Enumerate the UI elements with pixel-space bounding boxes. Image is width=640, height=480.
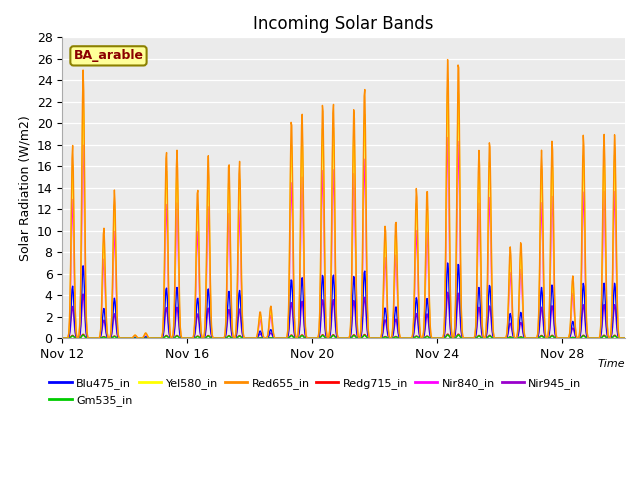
Blu475_in	[444, 260, 451, 266]
Nir945_in	[378, 335, 386, 340]
Red655_in	[79, 101, 86, 107]
Gm535_in	[264, 336, 271, 341]
Yel580_in	[294, 334, 301, 339]
Yel580_in	[58, 336, 66, 341]
Nir840_in	[264, 334, 271, 339]
Legend: Blu475_in, Gm535_in, Yel580_in, Red655_in, Redg715_in, Nir840_in, Nir945_in: Blu475_in, Gm535_in, Yel580_in, Red655_i…	[45, 374, 586, 410]
Redg715_in	[58, 336, 66, 341]
Nir840_in	[294, 334, 301, 340]
Line: Nir945_in: Nir945_in	[62, 292, 625, 338]
Blu475_in	[264, 335, 271, 340]
Redg715_in	[378, 335, 386, 341]
Line: Blu475_in: Blu475_in	[62, 263, 625, 338]
Nir945_in	[152, 336, 159, 341]
Red655_in	[264, 333, 271, 338]
Gm535_in	[444, 332, 451, 338]
Y-axis label: Solar Radiation (W/m2): Solar Radiation (W/m2)	[18, 115, 31, 261]
Redg715_in	[79, 332, 86, 337]
Gm535_in	[58, 336, 66, 341]
Line: Yel580_in: Yel580_in	[62, 87, 625, 338]
Gm535_in	[621, 336, 629, 341]
Gm535_in	[79, 333, 86, 338]
Nir945_in	[264, 335, 271, 341]
Blu475_in	[152, 336, 159, 341]
Title: Incoming Solar Bands: Incoming Solar Bands	[253, 15, 434, 33]
Blu475_in	[79, 272, 86, 278]
Yel580_in	[152, 336, 159, 341]
Red655_in	[152, 336, 159, 341]
Yel580_in	[378, 330, 386, 336]
Gm535_in	[378, 335, 386, 341]
Gm535_in	[294, 336, 301, 341]
Nir945_in	[294, 335, 301, 341]
Nir840_in	[58, 336, 66, 341]
Nir945_in	[191, 329, 199, 335]
Redg715_in	[514, 335, 522, 341]
Line: Nir840_in: Nir840_in	[62, 138, 625, 338]
Text: BA_arable: BA_arable	[74, 49, 143, 62]
Blu475_in	[58, 336, 66, 341]
Redg715_in	[264, 336, 271, 341]
Red655_in	[444, 57, 451, 62]
Nir840_in	[79, 167, 86, 172]
Blu475_in	[294, 335, 301, 341]
Yel580_in	[79, 124, 86, 130]
Redg715_in	[152, 336, 159, 341]
Gm535_in	[191, 335, 199, 341]
Blu475_in	[191, 325, 199, 331]
Nir945_in	[58, 336, 66, 341]
Line: Redg715_in: Redg715_in	[62, 334, 625, 338]
Red655_in	[58, 336, 66, 341]
Redg715_in	[294, 336, 301, 341]
Red655_in	[514, 323, 522, 328]
Yel580_in	[191, 301, 199, 307]
Line: Red655_in: Red655_in	[62, 60, 625, 338]
Gm535_in	[514, 335, 522, 341]
Blu475_in	[514, 332, 522, 337]
Nir840_in	[444, 135, 451, 141]
Nir840_in	[191, 309, 199, 314]
Redg715_in	[191, 335, 199, 340]
Nir945_in	[514, 333, 522, 339]
Nir840_in	[152, 336, 159, 341]
Nir945_in	[444, 289, 451, 295]
Red655_in	[294, 334, 301, 339]
Nir945_in	[79, 297, 86, 302]
Yel580_in	[264, 333, 271, 338]
Text: Time: Time	[597, 360, 625, 369]
Nir945_in	[621, 336, 629, 341]
Nir840_in	[378, 331, 386, 337]
Red655_in	[621, 336, 629, 341]
Red655_in	[378, 330, 386, 336]
Blu475_in	[621, 336, 629, 341]
Nir840_in	[621, 336, 629, 341]
Gm535_in	[152, 336, 159, 341]
Yel580_in	[514, 324, 522, 330]
Redg715_in	[621, 336, 629, 341]
Blu475_in	[378, 334, 386, 339]
Yel580_in	[621, 336, 629, 341]
Redg715_in	[444, 331, 451, 337]
Red655_in	[191, 298, 199, 304]
Nir840_in	[514, 326, 522, 332]
Line: Gm535_in: Gm535_in	[62, 335, 625, 338]
Yel580_in	[444, 84, 451, 90]
